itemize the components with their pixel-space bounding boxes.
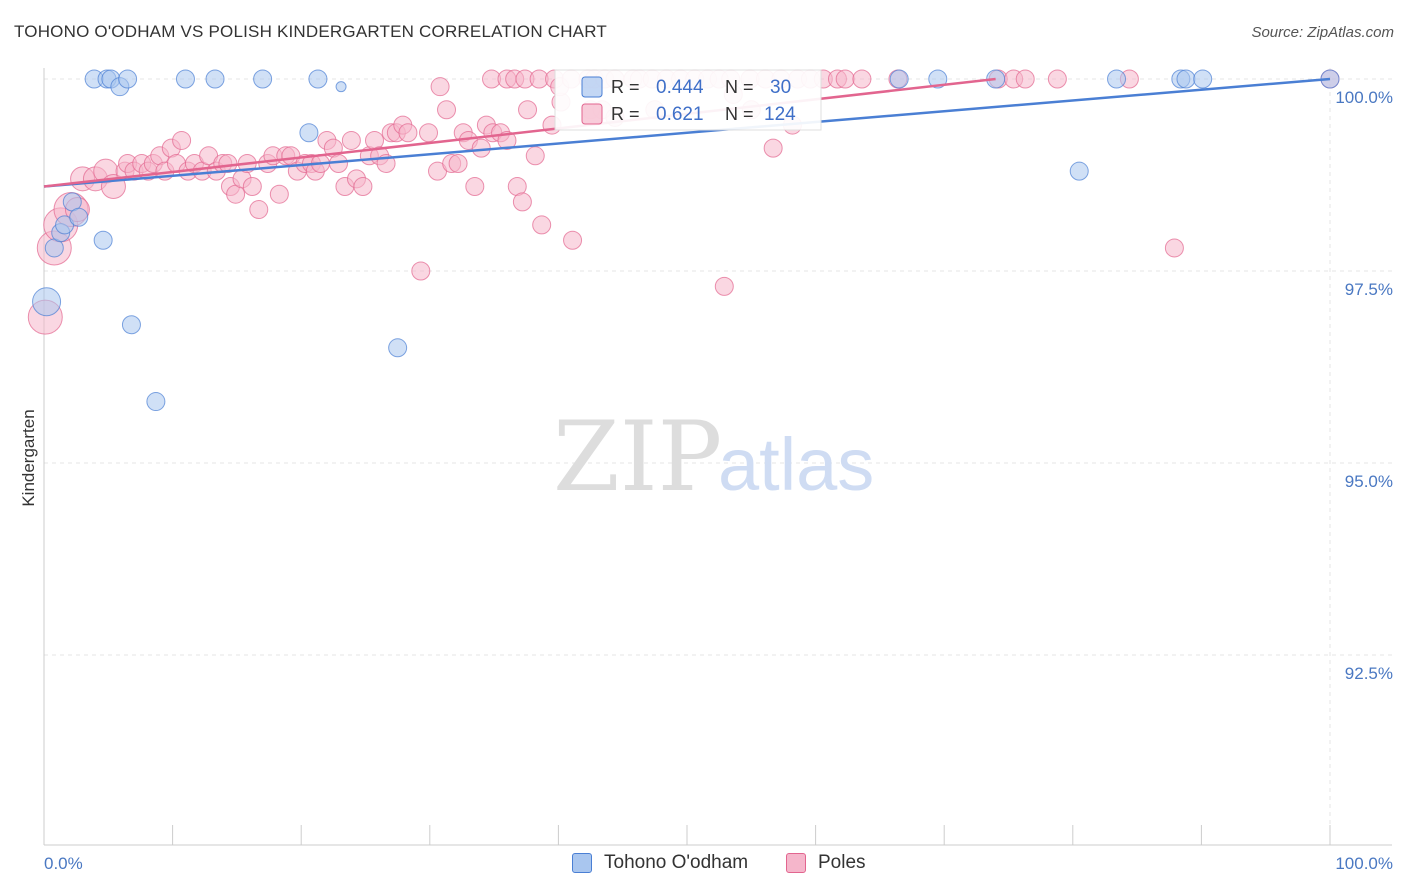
- poles-point: [269, 184, 289, 204]
- y-tick-label: 92.5%: [1345, 664, 1393, 683]
- poles-point: [714, 276, 734, 296]
- legend-r-value-2: 0.621: [656, 104, 704, 125]
- legend-label-poles: Poles: [818, 852, 866, 873]
- legend-n-value-1: 30: [770, 77, 791, 98]
- poles-point: [419, 123, 439, 143]
- poles-point: [763, 138, 783, 158]
- tohono-point: [146, 392, 166, 412]
- tohono-point: [928, 69, 948, 89]
- poles-point: [437, 100, 457, 120]
- legend-item-tohono: Tohono O'odham: [572, 852, 748, 874]
- legend-swatch-pink: [581, 103, 603, 125]
- tohono-trend-line: [43, 77, 1331, 188]
- axes: [43, 68, 1392, 846]
- poles-point: [448, 153, 468, 173]
- tohono-point: [253, 69, 273, 89]
- watermark-atlas: atlas: [718, 423, 874, 506]
- poles-point: [353, 177, 373, 197]
- tohono-point: [118, 69, 138, 89]
- watermark: ZIP atlas: [553, 401, 874, 513]
- poles-point: [172, 130, 192, 150]
- poles-point: [465, 177, 485, 197]
- y-tick-label: 97.5%: [1345, 280, 1393, 299]
- x-tick-labels: 0.0% 100.0%: [44, 854, 1393, 873]
- tohono-point: [335, 81, 347, 93]
- legend-item-poles: Poles: [786, 852, 866, 874]
- poles-point: [411, 261, 431, 281]
- correlation-legend: R = 0.444 N = 30 R = 0.621 N = 124: [554, 69, 822, 131]
- tohono-point: [1107, 69, 1127, 89]
- y-axis-label: Kindergarten: [19, 409, 38, 506]
- poles-point: [398, 123, 418, 143]
- tohono-point: [299, 123, 319, 143]
- legend-n-label-2: N =: [725, 104, 754, 124]
- poles-point: [242, 177, 262, 197]
- legend-r-label-1: R =: [611, 77, 640, 97]
- chart-title: TOHONO O'ODHAM VS POLISH KINDERGARTEN CO…: [14, 22, 607, 41]
- series-legend: Tohono O'odham Poles: [0, 852, 1406, 878]
- source-label: Source: ZipAtlas.com: [1251, 24, 1394, 41]
- y-tick-label: 95.0%: [1345, 472, 1393, 491]
- legend-r-label-2: R =: [611, 104, 640, 124]
- tohono-point: [32, 287, 62, 317]
- tohono-point: [205, 69, 225, 89]
- y-tick-label: 100.0%: [1335, 88, 1393, 107]
- poles-point: [341, 130, 361, 150]
- legend-swatch-blue: [581, 76, 603, 98]
- legend-swatch-tohono: [572, 853, 592, 873]
- tohono-point: [388, 338, 408, 358]
- legend-r-value-1: 0.444: [656, 77, 704, 98]
- poles-point: [1015, 69, 1035, 89]
- tohono-point: [1069, 161, 1089, 181]
- watermark-zip: ZIP: [553, 401, 722, 513]
- trend-lines: [43, 77, 1331, 188]
- poles-point: [512, 192, 532, 212]
- tohono-point: [175, 69, 195, 89]
- legend-n-label-1: N =: [725, 77, 754, 97]
- poles-point: [563, 230, 583, 250]
- poles-point: [518, 100, 538, 120]
- poles-point: [249, 200, 269, 220]
- tohono-point: [121, 315, 141, 335]
- poles-point: [532, 215, 552, 235]
- poles-point: [430, 77, 450, 97]
- poles-point: [1164, 238, 1184, 258]
- legend-swatch-poles: [786, 853, 806, 873]
- poles-point: [471, 138, 491, 158]
- legend-label-tohono: Tohono O'odham: [604, 852, 749, 873]
- tohono-point: [889, 69, 909, 89]
- x-tick-label-max: 100.0%: [1335, 854, 1393, 873]
- tohono-point: [1193, 69, 1213, 89]
- x-tick-label-min: 0.0%: [44, 854, 83, 873]
- tohono-point: [93, 230, 113, 250]
- poles-point: [835, 69, 855, 89]
- tohono-point: [69, 207, 89, 227]
- legend-n-value-2: 124: [764, 104, 796, 125]
- poles-point: [525, 146, 545, 166]
- poles-point: [852, 69, 872, 89]
- poles-trend-line: [43, 77, 996, 188]
- tohono-point: [1176, 69, 1196, 89]
- y-tick-labels: 100.0% 97.5% 95.0% 92.5%: [1335, 88, 1393, 683]
- tohono-point: [308, 69, 328, 89]
- poles-point: [1047, 69, 1067, 89]
